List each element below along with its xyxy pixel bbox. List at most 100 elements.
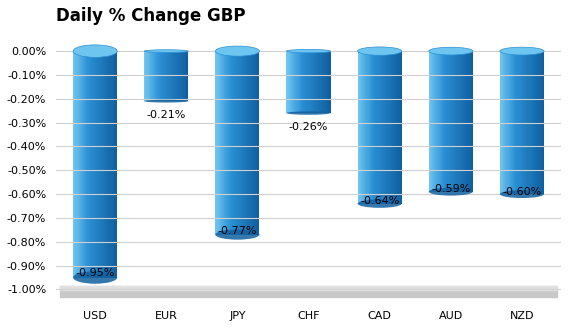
- Bar: [227, 51, 228, 235]
- Bar: [113, 51, 114, 277]
- Bar: [444, 51, 445, 192]
- Bar: [463, 51, 464, 192]
- Bar: [320, 51, 321, 113]
- Bar: [366, 51, 367, 204]
- Bar: [314, 51, 315, 113]
- Bar: [295, 51, 296, 113]
- Bar: [77, 51, 78, 277]
- Bar: [286, 51, 287, 113]
- Bar: [111, 51, 112, 277]
- Bar: [239, 51, 240, 235]
- Bar: [375, 51, 377, 204]
- Bar: [525, 51, 527, 194]
- Bar: [73, 51, 74, 277]
- Bar: [504, 51, 506, 194]
- Bar: [160, 51, 161, 101]
- Text: -0.95%: -0.95%: [76, 268, 115, 278]
- Bar: [326, 51, 327, 113]
- Bar: [174, 51, 175, 101]
- Bar: [308, 51, 310, 113]
- Bar: [378, 51, 379, 204]
- Bar: [93, 51, 94, 277]
- Bar: [322, 51, 323, 113]
- Bar: [162, 51, 163, 101]
- Bar: [256, 51, 257, 235]
- Bar: [358, 51, 359, 204]
- Bar: [360, 51, 361, 204]
- Bar: [508, 51, 509, 194]
- Bar: [294, 51, 295, 113]
- Bar: [99, 51, 101, 277]
- Bar: [451, 51, 452, 192]
- Bar: [523, 51, 524, 194]
- Bar: [500, 51, 501, 194]
- Bar: [292, 51, 293, 113]
- Bar: [112, 51, 113, 277]
- Ellipse shape: [358, 199, 402, 208]
- Bar: [303, 51, 304, 113]
- Bar: [449, 51, 450, 192]
- Bar: [185, 51, 186, 101]
- Bar: [379, 51, 381, 204]
- Bar: [257, 51, 258, 235]
- Bar: [386, 51, 387, 204]
- Bar: [503, 51, 504, 194]
- Bar: [527, 51, 528, 194]
- Bar: [304, 51, 305, 113]
- Bar: [182, 51, 183, 101]
- Bar: [179, 51, 181, 101]
- Bar: [165, 51, 166, 101]
- Bar: [321, 51, 322, 113]
- Bar: [532, 51, 533, 194]
- Bar: [81, 51, 82, 277]
- Bar: [153, 51, 154, 101]
- Bar: [438, 51, 440, 192]
- Bar: [252, 51, 253, 235]
- Bar: [389, 51, 390, 204]
- Bar: [225, 51, 227, 235]
- Bar: [464, 51, 465, 192]
- Bar: [104, 51, 105, 277]
- Bar: [168, 51, 169, 101]
- Bar: [450, 51, 451, 192]
- Bar: [163, 51, 164, 101]
- Bar: [254, 51, 255, 235]
- Bar: [372, 51, 373, 204]
- Bar: [469, 51, 470, 192]
- Bar: [82, 51, 83, 277]
- Bar: [311, 51, 312, 113]
- Bar: [145, 51, 147, 101]
- Bar: [300, 51, 301, 113]
- Bar: [433, 51, 435, 192]
- Bar: [147, 51, 148, 101]
- Bar: [461, 51, 462, 192]
- Ellipse shape: [144, 50, 189, 52]
- Bar: [392, 51, 393, 204]
- Bar: [384, 51, 385, 204]
- Bar: [507, 51, 508, 194]
- Bar: [60, 286, 558, 290]
- Bar: [250, 51, 252, 235]
- Bar: [222, 51, 223, 235]
- Bar: [60, 286, 558, 297]
- Bar: [156, 51, 157, 101]
- Bar: [249, 51, 250, 235]
- Bar: [108, 51, 110, 277]
- Bar: [255, 51, 256, 235]
- Bar: [101, 51, 102, 277]
- Bar: [441, 51, 442, 192]
- Bar: [91, 51, 92, 277]
- Ellipse shape: [215, 230, 260, 240]
- Bar: [502, 51, 503, 194]
- Bar: [310, 51, 311, 113]
- Bar: [329, 51, 331, 113]
- Bar: [529, 51, 531, 194]
- Bar: [171, 51, 172, 101]
- Bar: [173, 51, 174, 101]
- Bar: [432, 51, 433, 192]
- Bar: [457, 51, 458, 192]
- Bar: [158, 51, 160, 101]
- Bar: [253, 51, 254, 235]
- Bar: [184, 51, 185, 101]
- Bar: [110, 51, 111, 277]
